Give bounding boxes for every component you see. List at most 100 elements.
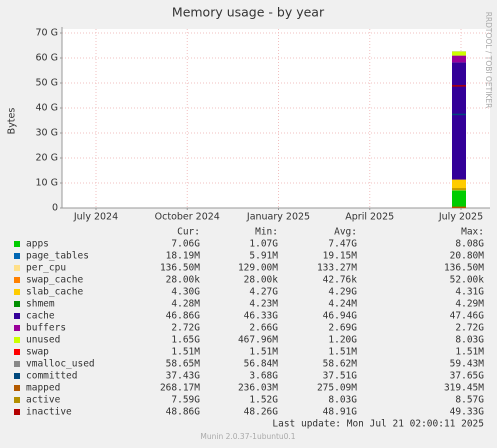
table-cell: 46.33G (244, 311, 279, 322)
table-cell: 1.65G (171, 335, 200, 346)
y-axis-label: Bytes (7, 108, 18, 135)
legend-swatch (14, 385, 20, 391)
table-cell: 48.91G (323, 407, 358, 418)
table-cell: 2.66G (249, 323, 278, 334)
legend-swatch (14, 277, 20, 283)
y-tick-label: 60 G (36, 53, 58, 64)
table-cell: 4.23M (249, 299, 278, 310)
table-cell: 8.57G (455, 395, 484, 406)
legend-label: cache (26, 311, 55, 322)
table-cell: 4.28M (171, 299, 200, 310)
legend-label: per_cpu (26, 263, 66, 274)
table-header: Min: (255, 227, 278, 238)
y-tick-label: 0 (52, 203, 58, 214)
area-segment (452, 62, 466, 180)
table-cell: 1.52G (249, 395, 278, 406)
table-cell: 37.43G (166, 371, 201, 382)
plot-area (62, 29, 490, 208)
table-cell: 5.91M (249, 251, 278, 262)
legend-label: swap (26, 347, 49, 358)
legend-label: unused (26, 335, 60, 346)
table-cell: 4.27G (249, 287, 278, 298)
legend-label: active (26, 395, 61, 406)
x-tick-label: April 2025 (345, 212, 394, 223)
table-cell: 20.80M (450, 251, 485, 262)
table-cell: 46.94G (323, 311, 358, 322)
table-cell: 8.03G (455, 335, 484, 346)
legend-swatch (14, 241, 20, 247)
area-segment (452, 55, 466, 63)
table-cell: 3.68G (249, 371, 278, 382)
table-cell: 136.50M (444, 263, 484, 274)
table-cell: 275.09M (317, 383, 357, 394)
table-cell: 19.15M (323, 251, 358, 262)
table-cell: 136.50M (160, 263, 200, 274)
table-header: Avg: (334, 227, 357, 238)
legend-label: slab_cache (26, 287, 83, 298)
legend-label: committed (26, 371, 77, 382)
y-tick-label: 40 G (36, 103, 58, 114)
legend-swatch (14, 313, 20, 319)
y-tick-label: 50 G (36, 78, 58, 89)
legend-label: swap_cache (26, 275, 83, 286)
legend-swatch (14, 301, 20, 307)
table-cell: 1.51M (171, 347, 200, 358)
table-header: Cur: (177, 227, 200, 238)
table-cell: 47.46G (450, 311, 485, 322)
footer: Munin 2.0.37-1ubuntu0.1 (200, 432, 295, 441)
legend-label: shmem (26, 299, 55, 310)
table-cell: 52.00k (450, 275, 485, 286)
legend-label: mapped (26, 383, 60, 394)
table-cell: 46.86G (166, 311, 201, 322)
table-cell: 129.00M (238, 263, 278, 274)
table-cell: 48.26G (244, 407, 279, 418)
area-segment (452, 190, 466, 208)
table-cell: 1.20G (328, 335, 357, 346)
table-cell: 133.27M (317, 263, 357, 274)
x-tick-label: October 2024 (155, 212, 220, 223)
table-cell: 4.29G (328, 287, 357, 298)
table-cell: 1.07G (249, 239, 278, 250)
table-cell: 8.08G (455, 239, 484, 250)
chart-title: Memory usage - by year (172, 5, 325, 20)
table-cell: 58.62M (323, 359, 358, 370)
table-header: Max: (461, 227, 484, 238)
legend-swatch (14, 373, 20, 379)
y-tick-label: 20 G (36, 153, 58, 164)
legend-swatch (14, 409, 20, 415)
legend-swatch (14, 253, 20, 259)
table-cell: 28.00k (166, 275, 201, 286)
y-tick-label: 30 G (36, 128, 58, 139)
table-cell: 2.72G (455, 323, 484, 334)
table-cell: 58.65M (166, 359, 201, 370)
table-cell: 8.03G (328, 395, 357, 406)
table-cell: 467.96M (238, 335, 278, 346)
legend-swatch (14, 265, 20, 271)
legend-label: vmalloc_used (26, 359, 95, 370)
legend-label: inactive (26, 407, 72, 418)
side-text: RRDTOOL / TOBI OETIKER (484, 12, 493, 109)
table-cell: 48.86G (166, 407, 201, 418)
table-cell: 18.19M (166, 251, 201, 262)
legend-swatch (14, 349, 20, 355)
x-tick-label: January 2025 (246, 212, 310, 223)
table-cell: 37.51G (323, 371, 358, 382)
table-cell: 42.76k (323, 275, 358, 286)
table-cell: 2.72G (171, 323, 200, 334)
x-tick-label: July 2025 (438, 212, 483, 223)
table-cell: 7.47G (328, 239, 357, 250)
y-tick-label: 10 G (36, 178, 58, 189)
table-cell: 268.17M (160, 383, 200, 394)
legend-swatch (14, 361, 20, 367)
table-cell: 7.06G (171, 239, 200, 250)
table-cell: 236.03M (238, 383, 278, 394)
area-segment (452, 179, 466, 191)
legend-swatch (14, 325, 20, 331)
last-update: Last update: Mon Jul 21 02:00:11 2025 (272, 419, 484, 430)
table-cell: 319.45M (444, 383, 484, 394)
table-cell: 7.59G (171, 395, 200, 406)
table-cell: 4.29M (455, 299, 484, 310)
legend-swatch (14, 337, 20, 343)
